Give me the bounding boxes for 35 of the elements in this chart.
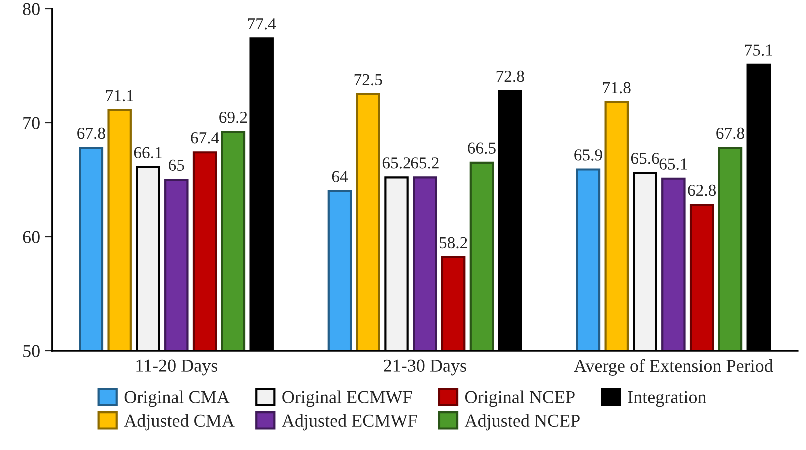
data-label: 72.5 [354, 74, 382, 86]
data-label: 65.9 [574, 150, 602, 161]
data-label: 65.1 [660, 158, 688, 170]
x-tick-label: 21-30 Days [384, 360, 466, 376]
data-label: 66.1 [134, 147, 162, 159]
y-tick-label: 70 [24, 117, 40, 130]
x-tick-label: Averge of Extension Period [574, 359, 774, 376]
data-label: 69.2 [220, 112, 248, 124]
legend-label: Adjusted CMA [124, 414, 235, 431]
data-label: 67.8 [78, 128, 106, 140]
data-label: 65 [169, 160, 184, 172]
legend-label: Adjusted ECMWF [282, 414, 418, 431]
legend-label: Integration [628, 391, 707, 408]
data-label: 62.8 [688, 184, 716, 196]
x-tick-label: 11-20 Days [136, 360, 218, 376]
legend-label: Adjusted NCEP [464, 414, 580, 431]
legend-label: Original CMA [124, 390, 230, 408]
y-tick-label: 60 [23, 231, 40, 244]
data-label: 71.8 [603, 82, 631, 94]
legend-label: Original NCEP [466, 390, 575, 408]
data-label: 67.8 [716, 128, 744, 140]
data-label: 71.1 [106, 90, 134, 102]
data-label: 65.2 [382, 158, 410, 169]
legend-label: Original ECMWF [282, 390, 412, 408]
y-tick-label: 80 [23, 3, 40, 16]
data-label: 72.8 [496, 70, 524, 82]
data-label: 65.6 [631, 153, 660, 164]
data-label: 77.4 [248, 18, 276, 30]
data-label: 58.2 [440, 237, 468, 249]
data-label: 65.2 [411, 158, 439, 169]
y-tick-label: 50 [24, 345, 40, 358]
data-label: 64 [332, 171, 348, 182]
data-label: 67.4 [191, 132, 220, 144]
data-label: 75.1 [745, 44, 772, 56]
data-label: 66.5 [468, 142, 496, 154]
